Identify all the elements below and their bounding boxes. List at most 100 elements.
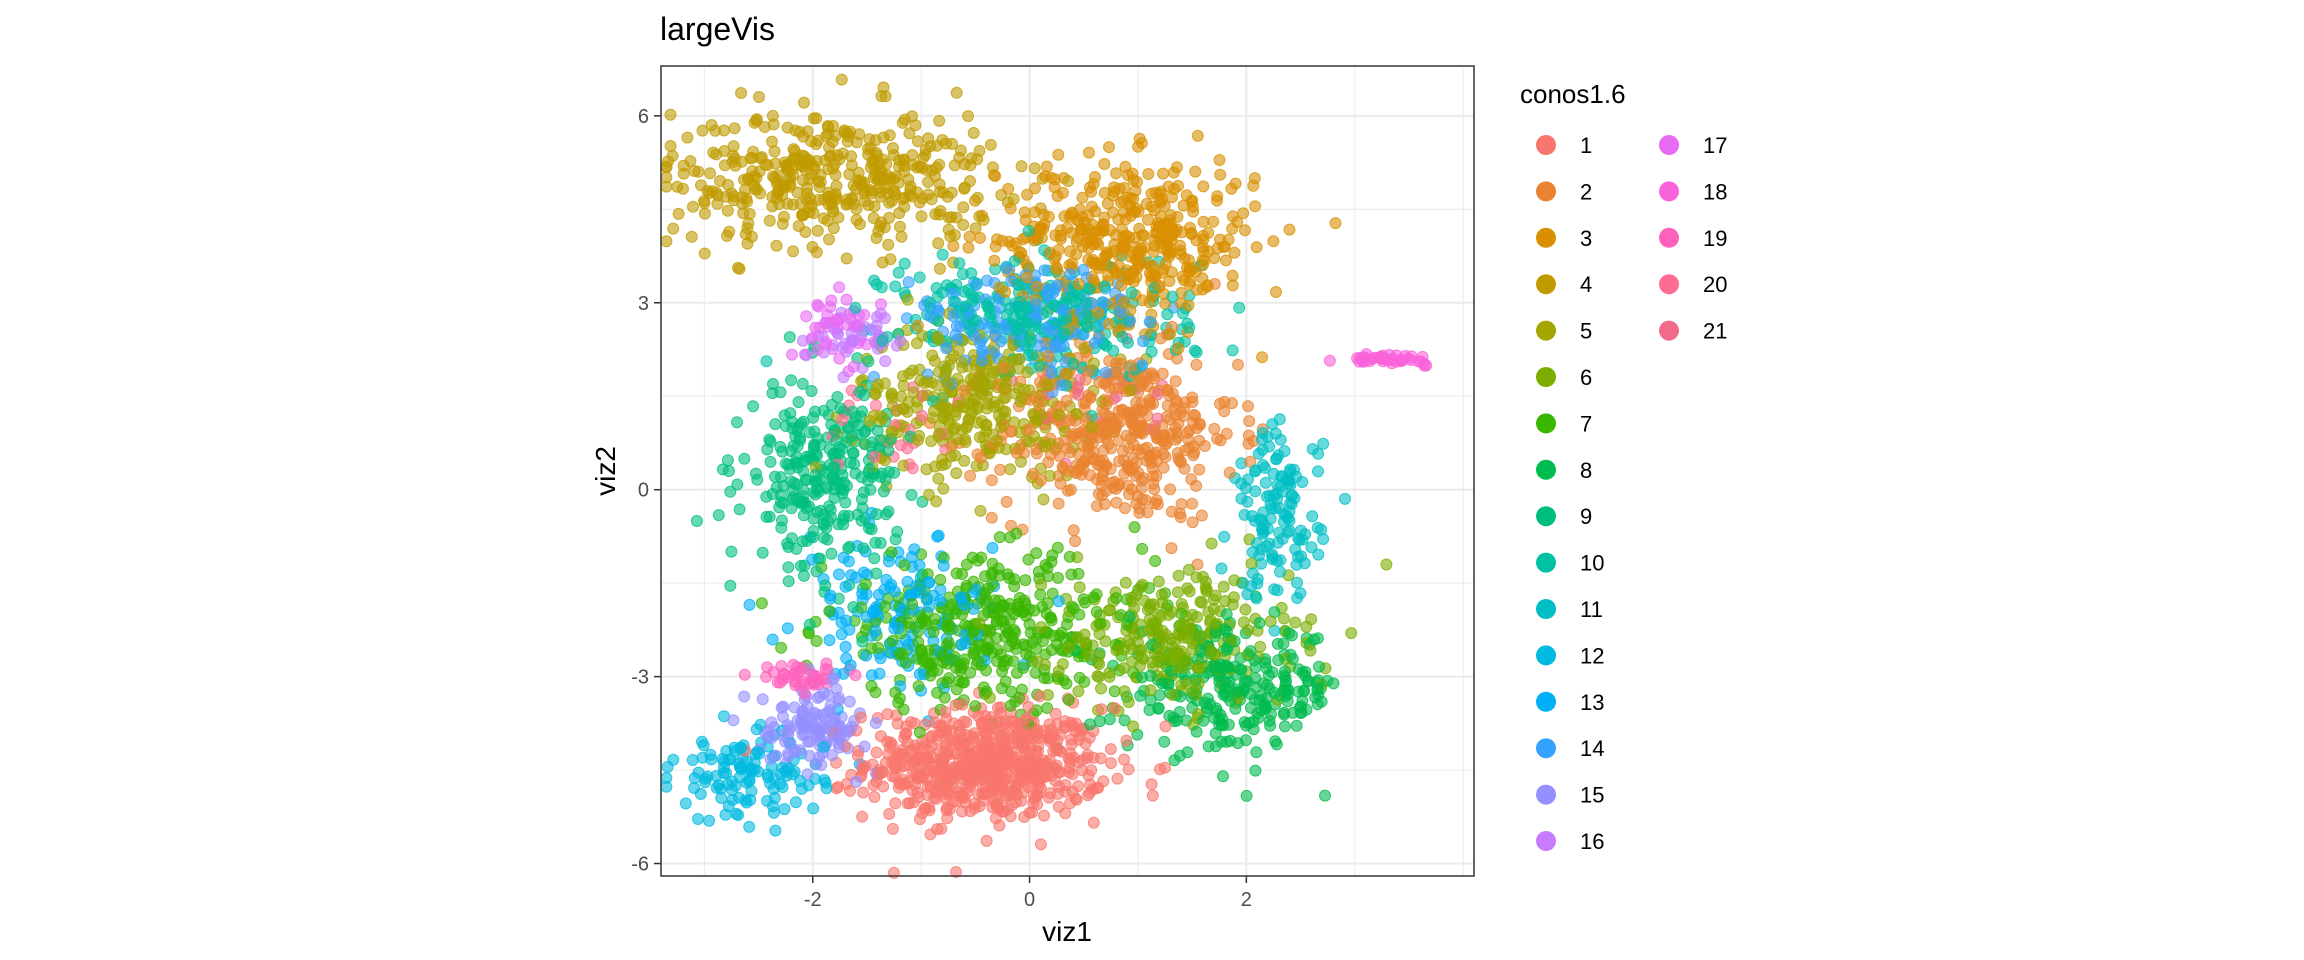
data-point-cluster-1 <box>990 776 1003 789</box>
data-point-cluster-11 <box>1263 440 1276 453</box>
data-point-cluster-5 <box>1000 443 1013 456</box>
data-point-cluster-15 <box>788 701 801 714</box>
data-point-cluster-8 <box>1202 740 1215 753</box>
data-point-cluster-5 <box>936 453 949 466</box>
data-point-cluster-2 <box>1208 422 1221 435</box>
data-point-cluster-3 <box>1131 261 1144 274</box>
data-point-cluster-6 <box>1125 591 1138 604</box>
data-point-cluster-4 <box>950 211 963 224</box>
data-point-cluster-9 <box>760 510 773 523</box>
data-point-cluster-11 <box>1280 509 1292 522</box>
data-point-cluster-7 <box>946 598 958 611</box>
data-point-cluster-5 <box>999 405 1012 418</box>
data-point-cluster-7 <box>1060 677 1073 690</box>
data-point-cluster-6 <box>1095 682 1107 695</box>
data-point-cluster-1 <box>1118 753 1131 766</box>
data-point-cluster-7 <box>1034 588 1047 601</box>
data-point-cluster-1 <box>1020 712 1033 725</box>
data-point-cluster-8 <box>1103 713 1116 726</box>
data-point-cluster-8 <box>1134 689 1147 702</box>
data-point-cluster-3 <box>1191 129 1204 142</box>
data-point-cluster-7 <box>1067 602 1080 615</box>
y-tick-label: -3 <box>631 667 649 689</box>
data-point-cluster-4 <box>933 262 946 275</box>
data-point-cluster-4 <box>789 124 802 137</box>
data-point-cluster-3 <box>1168 183 1181 195</box>
data-point-cluster-13 <box>923 600 936 613</box>
data-point-cluster-4 <box>714 175 726 187</box>
data-point-cluster-3 <box>1086 256 1098 269</box>
data-point-cluster-10 <box>965 267 978 280</box>
data-point-cluster-18 <box>1323 354 1336 367</box>
data-point-cluster-12 <box>679 797 692 810</box>
data-point-cluster-4 <box>919 143 932 156</box>
data-point-cluster-7 <box>969 700 982 713</box>
data-point-cluster-5 <box>1125 384 1138 397</box>
data-point-cluster-9 <box>858 438 871 451</box>
data-point-cluster-4 <box>821 214 834 227</box>
data-point-cluster-15 <box>801 768 814 781</box>
data-point-cluster-8 <box>1153 689 1166 702</box>
x-tick-label: 0 <box>1024 889 1035 911</box>
data-point-cluster-10 <box>947 295 960 308</box>
data-point-cluster-4 <box>953 151 966 164</box>
data-point-cluster-4 <box>835 73 848 86</box>
data-point-cluster-3 <box>996 234 1009 247</box>
data-point-cluster-11 <box>1306 510 1319 523</box>
legend-label-5: 5 <box>1580 319 1592 344</box>
data-point-cluster-9 <box>790 478 803 491</box>
data-point-cluster-3 <box>1164 246 1177 259</box>
data-point-cluster-1 <box>889 797 902 810</box>
data-point-cluster-10 <box>876 334 889 347</box>
data-point-cluster-13 <box>839 640 852 653</box>
data-point-cluster-4 <box>748 116 761 129</box>
data-point-cluster-6 <box>1062 641 1075 654</box>
data-point-cluster-9 <box>824 503 837 516</box>
data-point-cluster-3 <box>1165 266 1178 279</box>
data-point-cluster-16 <box>796 334 809 347</box>
data-point-cluster-2 <box>1218 405 1231 418</box>
y-axis-title: viz2 <box>590 446 621 496</box>
data-point-cluster-7 <box>912 680 925 693</box>
data-point-cluster-1 <box>870 746 883 759</box>
data-point-cluster-10 <box>849 301 862 314</box>
data-point-cluster-15 <box>789 746 802 759</box>
data-point-cluster-8 <box>1302 675 1315 687</box>
data-point-cluster-1 <box>1145 778 1158 791</box>
data-point-cluster-2 <box>1084 469 1097 482</box>
data-point-cluster-14 <box>1077 264 1090 276</box>
data-point-cluster-8 <box>1209 727 1222 740</box>
data-point-cluster-1 <box>855 711 867 724</box>
data-point-cluster-7 <box>755 597 768 610</box>
data-point-cluster-3 <box>912 319 924 332</box>
data-point-cluster-6 <box>1380 558 1393 571</box>
data-point-cluster-1 <box>1122 763 1135 776</box>
data-point-cluster-7 <box>889 686 902 699</box>
data-point-cluster-13 <box>845 569 858 582</box>
data-point-cluster-3 <box>1103 318 1115 330</box>
data-point-cluster-19 <box>761 661 774 674</box>
data-point-cluster-8 <box>1313 660 1325 673</box>
data-point-cluster-7 <box>925 659 938 672</box>
data-point-cluster-14 <box>1043 283 1055 296</box>
data-point-cluster-11 <box>1285 498 1298 510</box>
data-point-cluster-3 <box>1087 177 1100 190</box>
data-point-cluster-6 <box>1143 601 1156 614</box>
data-point-cluster-8 <box>1290 719 1303 732</box>
data-point-cluster-5 <box>962 413 975 426</box>
data-point-cluster-5 <box>1004 463 1017 476</box>
data-point-cluster-3 <box>1029 182 1041 195</box>
data-point-cluster-8 <box>1158 735 1171 748</box>
data-point-cluster-2 <box>1103 410 1115 423</box>
data-point-cluster-9 <box>725 545 738 558</box>
data-point-cluster-4 <box>823 151 836 163</box>
legend-key-16 <box>1536 831 1556 851</box>
data-point-cluster-4 <box>754 187 767 200</box>
data-point-cluster-6 <box>1103 666 1116 679</box>
data-point-cluster-6 <box>1134 643 1147 656</box>
data-point-cluster-11 <box>1292 550 1304 563</box>
data-point-cluster-8 <box>1240 789 1253 802</box>
data-point-cluster-13 <box>1052 595 1065 608</box>
data-point-cluster-5 <box>949 405 962 418</box>
data-point-cluster-10 <box>760 355 773 368</box>
